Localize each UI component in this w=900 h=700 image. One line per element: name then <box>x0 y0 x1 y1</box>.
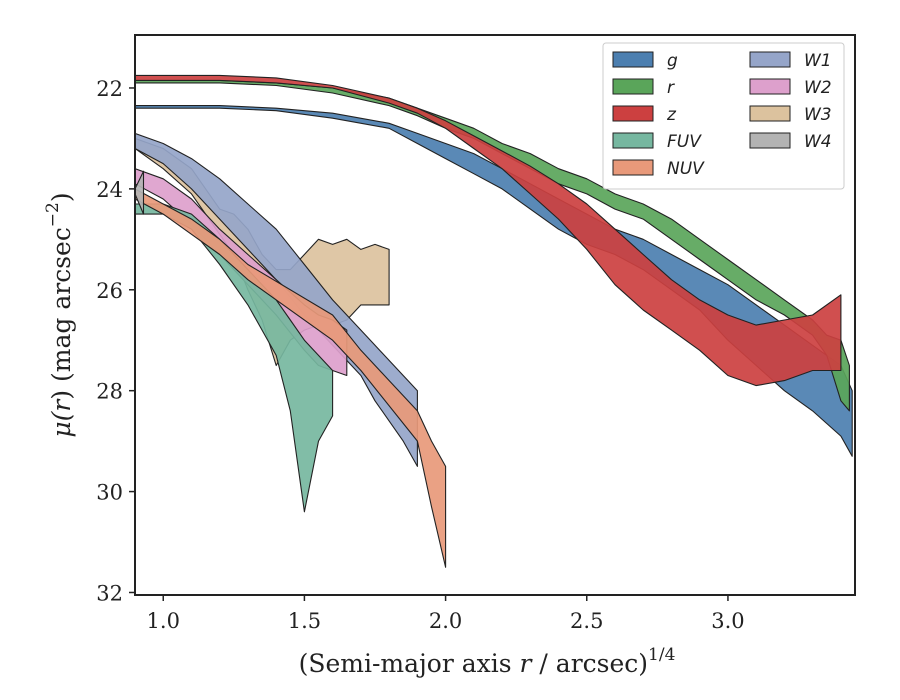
band-g <box>135 105 853 457</box>
legend: grz FUV NUV W1 W2 W3 W4 <box>602 42 845 190</box>
legend-swatch-g <box>612 51 654 68</box>
legend-swatch-w4 <box>749 132 791 149</box>
legend-swatch-w2 <box>749 78 791 95</box>
band-nuv <box>135 188 447 568</box>
y-axis-label: μ(r) (mag arcsec−2) <box>43 192 76 437</box>
legend-swatch-r <box>612 78 654 95</box>
legend-label-g: g <box>667 51 678 71</box>
plot-frame <box>134 34 856 596</box>
x-tick-label: 2.0 <box>429 609 462 633</box>
x-axis: 1.0 1.5 2.0 2.5 3.0 <box>147 595 745 633</box>
x-tick-label: 2.5 <box>570 609 603 633</box>
y-tick-label: 26 <box>96 279 123 303</box>
x-tick-label: 1.5 <box>288 609 321 633</box>
band-w4 <box>135 170 145 215</box>
legend-swatch-nuv <box>612 159 654 176</box>
legend-label-z: z <box>666 105 677 125</box>
legend-label-r: r <box>667 78 675 98</box>
legend-swatch-fuv <box>612 132 654 149</box>
x-tick-label: 1.0 <box>147 609 180 633</box>
y-tick-label: 24 <box>96 178 123 202</box>
y-tick-label: 30 <box>96 481 123 505</box>
legend-swatch-z <box>612 105 654 122</box>
y-axis: 22 24 26 28 30 32 <box>96 77 135 605</box>
legend-label-fuv: FUV <box>667 132 702 152</box>
y-tick-label: 32 <box>96 581 123 605</box>
legend-label-nuv: NUV <box>667 159 705 179</box>
band-z <box>135 74 842 387</box>
x-axis-label: (Semi-major axis r / arcsec)1/4 <box>299 645 676 678</box>
legend-label-w1: W1 <box>804 51 832 71</box>
y-tick-label: 28 <box>96 380 123 404</box>
legend-label-w4: W4 <box>804 132 832 152</box>
y-tick-label: 22 <box>96 77 123 101</box>
data-bands <box>135 74 853 568</box>
legend-label-w2: W2 <box>804 78 832 98</box>
band-w1 <box>135 132 418 467</box>
legend-swatch-w3 <box>749 105 791 122</box>
legend-swatch-w1 <box>749 51 791 68</box>
legend-label-w3: W3 <box>804 105 832 125</box>
x-tick-label: 3.0 <box>711 609 744 633</box>
